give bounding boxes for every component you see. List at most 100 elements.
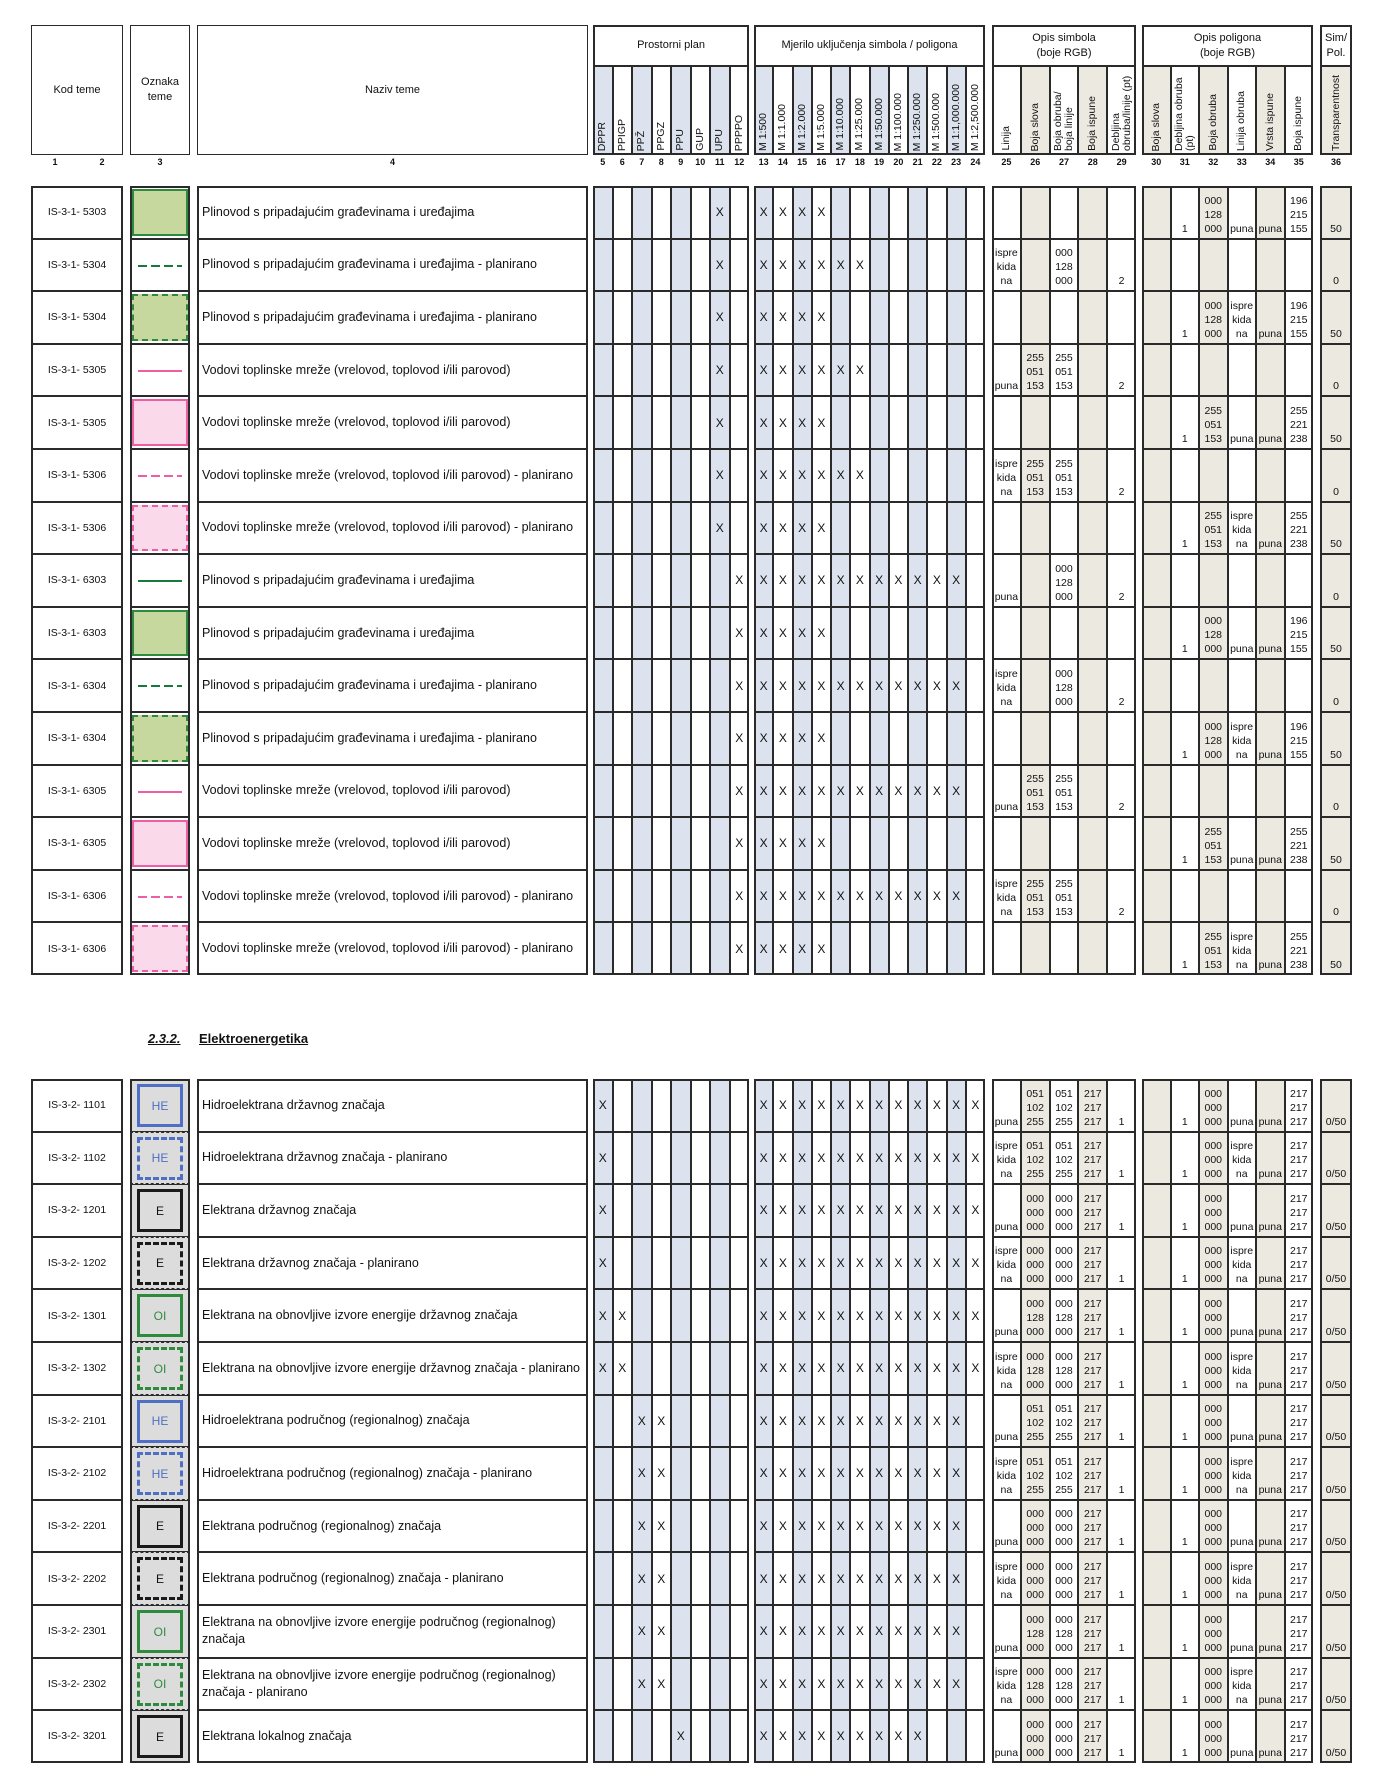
- included-mark: X: [869, 1657, 889, 1711]
- symbol-label: E: [155, 1729, 164, 1744]
- empty-cell: [965, 922, 985, 975]
- polygon-attr-31: 1: [1170, 291, 1199, 344]
- symbol-attr-28: [1078, 396, 1108, 449]
- included-mark: X: [831, 343, 851, 397]
- included-mark: X: [773, 1289, 793, 1342]
- empty-cell: [710, 554, 730, 607]
- polygon-attr-33: ispre kida na: [1227, 1342, 1256, 1395]
- empty-cell: [593, 396, 613, 449]
- included-mark: X: [754, 1394, 774, 1448]
- empty-cell: [729, 1131, 749, 1185]
- included-mark: X: [888, 1131, 908, 1185]
- symbol-attr-26: 255 051 153: [1020, 343, 1050, 397]
- polygon-attr-33: [1227, 659, 1256, 712]
- polygon-attr-31: 1: [1170, 1289, 1199, 1342]
- empty-cell: [927, 817, 947, 870]
- included-mark: X: [850, 1131, 870, 1185]
- theme-name: Plinovod s pripadajućim građevinama i ur…: [197, 606, 588, 660]
- empty-cell: [831, 501, 851, 555]
- theme-symbol-cell: E: [130, 1184, 190, 1237]
- included-mark: X: [888, 1394, 908, 1448]
- header-column-34: Vrsta ispune: [1256, 66, 1285, 155]
- header-column-28: Boja ispune: [1078, 66, 1108, 155]
- empty-cell: [850, 922, 870, 975]
- empty-cell: [946, 291, 966, 344]
- section-title: Elektroenergetika: [199, 1031, 309, 1046]
- polygon-attr-33: [1227, 869, 1256, 923]
- polygon-attr-32: 000 000 000: [1199, 1657, 1228, 1711]
- included-mark: X: [831, 1236, 851, 1290]
- theme-code: IS-3-1- 5303: [31, 186, 123, 239]
- empty-cell: [831, 817, 851, 870]
- included-mark: X: [754, 238, 774, 292]
- empty-cell: [593, 1499, 613, 1553]
- included-mark: X: [850, 1552, 870, 1605]
- theme-symbol-cell: [130, 606, 190, 660]
- symbol-attr-26: [1020, 606, 1050, 660]
- header-column-6: PPIGP: [612, 66, 632, 155]
- included-mark: X: [811, 1131, 831, 1185]
- symbol-attr-28: 217 217 217: [1078, 1552, 1108, 1605]
- polygon-attr-32: 000 128 000: [1199, 291, 1228, 344]
- symbol-label: HE: [151, 1466, 169, 1481]
- empty-cell: [831, 186, 851, 239]
- empty-cell: [632, 712, 652, 765]
- theme-code: IS-3-2- 1202: [31, 1236, 123, 1290]
- facility-symbol-icon: E: [137, 1504, 183, 1548]
- header-column-27: Boja obruba/ boja linije: [1049, 66, 1079, 155]
- included-mark: X: [831, 1710, 851, 1763]
- theme-code: IS-3-1- 6306: [31, 869, 123, 923]
- polygon-attr-34: [1256, 869, 1285, 923]
- empty-cell: [651, 922, 671, 975]
- included-mark: X: [888, 1447, 908, 1500]
- empty-cell: [965, 1657, 985, 1711]
- header-column-23: M 1:1,000.000: [946, 66, 966, 155]
- symbol-attr-25: puna: [992, 1184, 1021, 1237]
- polygon-attr-33: puna: [1227, 186, 1256, 239]
- facility-symbol-icon: E: [137, 1715, 183, 1759]
- empty-cell: [690, 1131, 710, 1185]
- polygon-attr-30: [1142, 291, 1171, 344]
- column-number-22: 22: [931, 157, 942, 167]
- included-mark: X: [612, 1289, 632, 1342]
- empty-cell: [593, 869, 613, 923]
- symbol-attr-28: 217 217 217: [1078, 1079, 1108, 1132]
- empty-cell: [651, 1131, 671, 1185]
- polygon-symbol-icon: [132, 189, 188, 236]
- included-mark: X: [831, 449, 851, 502]
- included-mark: X: [831, 238, 851, 292]
- transparency: 50: [1320, 712, 1352, 765]
- polygon-attr-30: [1142, 922, 1171, 975]
- polygon-attr-30: [1142, 1342, 1171, 1395]
- empty-cell: [651, 343, 671, 397]
- polygon-attr-35: 196 215 155: [1284, 186, 1313, 239]
- symbol-attr-27: 051 102 255: [1049, 1131, 1079, 1185]
- included-mark: X: [811, 1079, 831, 1132]
- empty-cell: [869, 343, 889, 397]
- symbol-attr-27: 000 128 000: [1049, 659, 1079, 712]
- included-mark: X: [754, 449, 774, 502]
- included-mark: X: [908, 1342, 928, 1395]
- polygon-attr-33: [1227, 238, 1256, 292]
- polygon-attr-30: [1142, 1184, 1171, 1237]
- symbol-attr-29: 1: [1107, 1447, 1136, 1500]
- polygon-attr-33: puna: [1227, 1079, 1256, 1132]
- empty-cell: [710, 1657, 730, 1711]
- empty-cell: [612, 1447, 632, 1500]
- included-mark: X: [754, 554, 774, 607]
- empty-cell: [729, 1289, 749, 1342]
- column-label: M 1:25.000: [853, 98, 866, 151]
- column-number-21: 21: [912, 157, 923, 167]
- theme-code: IS-3-2- 1102: [31, 1131, 123, 1185]
- empty-cell: [690, 1657, 710, 1711]
- included-mark: X: [850, 1447, 870, 1500]
- included-mark: X: [946, 1499, 966, 1553]
- theme-name: Plinovod s pripadajućim građevinama i ur…: [197, 712, 588, 765]
- polygon-symbol-icon: [132, 399, 188, 446]
- included-mark: X: [869, 869, 889, 923]
- header-column-18: M 1:25.000: [850, 66, 870, 155]
- included-mark: X: [811, 922, 831, 975]
- included-mark: X: [850, 1289, 870, 1342]
- theme-code: IS-3-1- 5305: [31, 343, 123, 397]
- included-mark: X: [850, 659, 870, 712]
